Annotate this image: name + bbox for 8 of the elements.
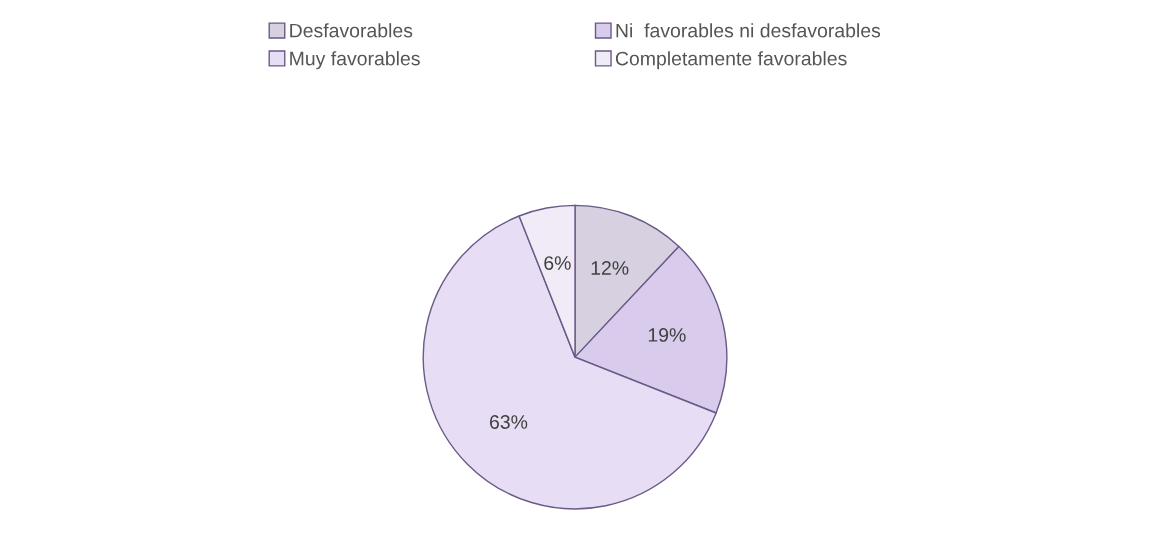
legend-label: Muy favorables (290, 51, 420, 70)
data-label: 63% (489, 415, 528, 429)
legend-label: Desfavorables (290, 23, 413, 38)
data-label: 12% (591, 261, 629, 275)
data-label: 6% (544, 256, 571, 270)
legend-label: Ni favorables ni desfavorables (616, 23, 881, 38)
data-label: 19% (648, 328, 686, 342)
legend-label: Completamente favorables (615, 51, 847, 70)
